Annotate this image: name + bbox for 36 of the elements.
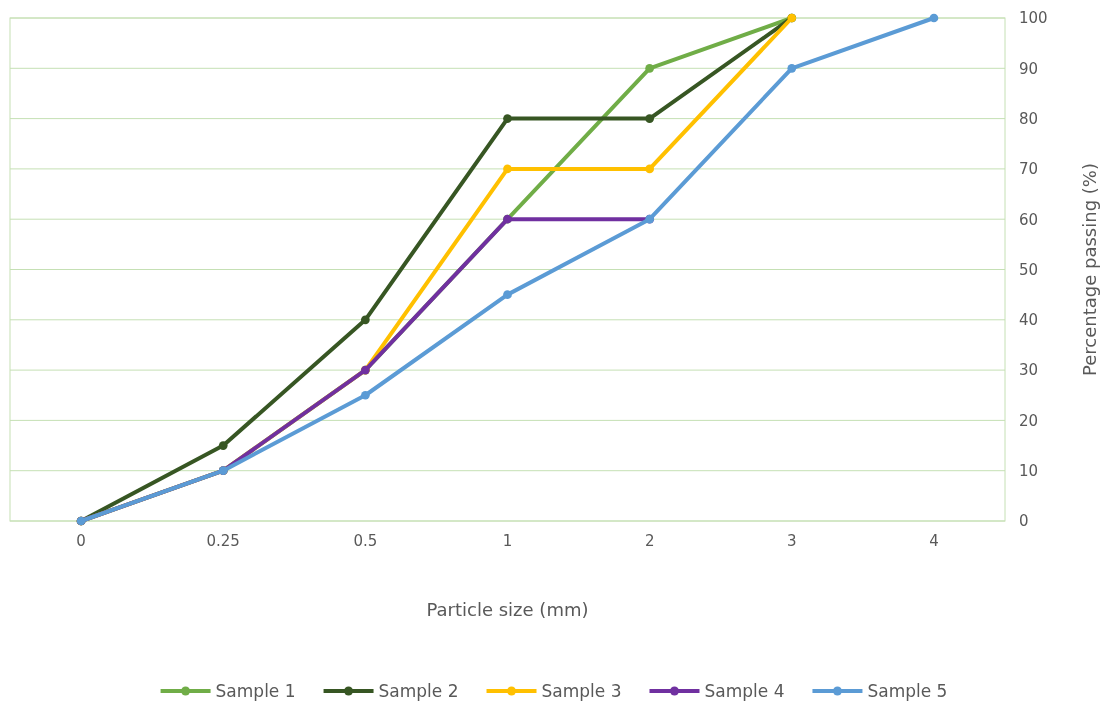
y-tick-label: 30 [1019, 361, 1039, 380]
y-tick-label: 0 [1019, 512, 1029, 531]
point [645, 63, 655, 73]
point [503, 164, 512, 174]
point [360, 315, 370, 325]
y-tick-label: 80 [1019, 109, 1039, 128]
y-tick-label: 10 [1019, 462, 1039, 480]
y-tick-label: 50 [1019, 260, 1039, 279]
point [645, 164, 655, 174]
y-tick-label: 100 [1019, 9, 1048, 28]
x-tick-label: 4 [929, 531, 939, 550]
y-tick-label: 60 [1019, 210, 1039, 229]
y-axis-title: Percentage passing (%) [1079, 163, 1100, 376]
legend-label: Sample 3 [541, 681, 622, 701]
point [503, 114, 512, 123]
point [360, 390, 370, 400]
x-tick-label: 0.5 [353, 531, 378, 550]
y-tick-label: 20 [1019, 411, 1039, 430]
x-tick-label: 0.25 [206, 531, 240, 550]
x-axis-title: Particle size (mm) [426, 599, 589, 620]
legend-label: Sample 4 [704, 681, 785, 701]
x-tick-label: 3 [787, 531, 797, 550]
point [218, 441, 228, 450]
y-tick-label: 40 [1019, 311, 1039, 330]
point [787, 63, 797, 73]
point [645, 114, 655, 123]
y-tick-label: 90 [1019, 59, 1039, 78]
x-tick-label: 0 [76, 531, 86, 550]
legend-label: Sample 5 [867, 681, 948, 701]
x-tick-label: 2 [644, 531, 655, 550]
x-tick-label: 1 [502, 531, 513, 550]
legend-label: Sample 2 [378, 681, 459, 701]
point [503, 290, 512, 300]
legend-label: Sample 1 [215, 681, 296, 701]
point [929, 13, 939, 23]
y-tick-label: 70 [1019, 160, 1039, 179]
